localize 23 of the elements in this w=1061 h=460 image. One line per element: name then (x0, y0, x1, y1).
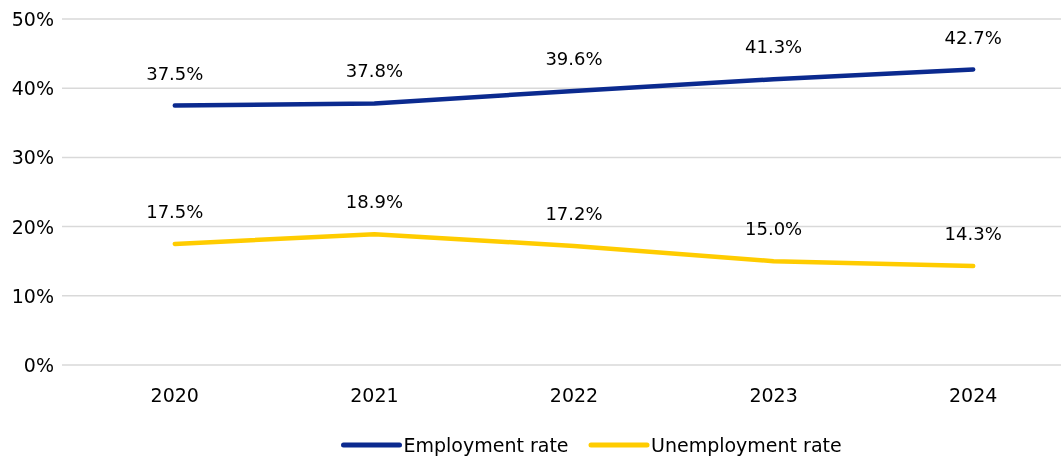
x-tick-label: 2020 (150, 384, 199, 406)
data-label: 42.7% (944, 26, 1002, 48)
y-tick-label: 20% (11, 215, 54, 238)
legend-label: Employment rate (403, 434, 569, 456)
x-tick-label: 2024 (949, 384, 998, 406)
data-label: 37.5% (146, 62, 204, 84)
data-label: 15.0% (745, 218, 803, 240)
y-tick-label: 50% (11, 8, 54, 30)
data-label: 17.2% (545, 202, 603, 224)
legend-label: Unemployment rate (651, 434, 842, 456)
y-tick-label: 40% (11, 77, 54, 100)
x-tick-label: 2023 (749, 384, 798, 406)
data-label: 41.3% (745, 36, 803, 58)
data-label: 18.9% (345, 191, 403, 213)
x-tick-label: 2022 (549, 384, 599, 406)
y-tick-label: 0% (23, 354, 54, 376)
data-label: 14.3% (944, 223, 1002, 245)
data-label: 17.5% (146, 200, 204, 222)
x-tick-label: 2021 (350, 384, 399, 406)
y-tick-label: 30% (11, 146, 54, 169)
y-tick-label: 10% (11, 284, 54, 307)
data-label: 37.8% (345, 60, 403, 82)
data-label: 39.6% (545, 47, 603, 69)
